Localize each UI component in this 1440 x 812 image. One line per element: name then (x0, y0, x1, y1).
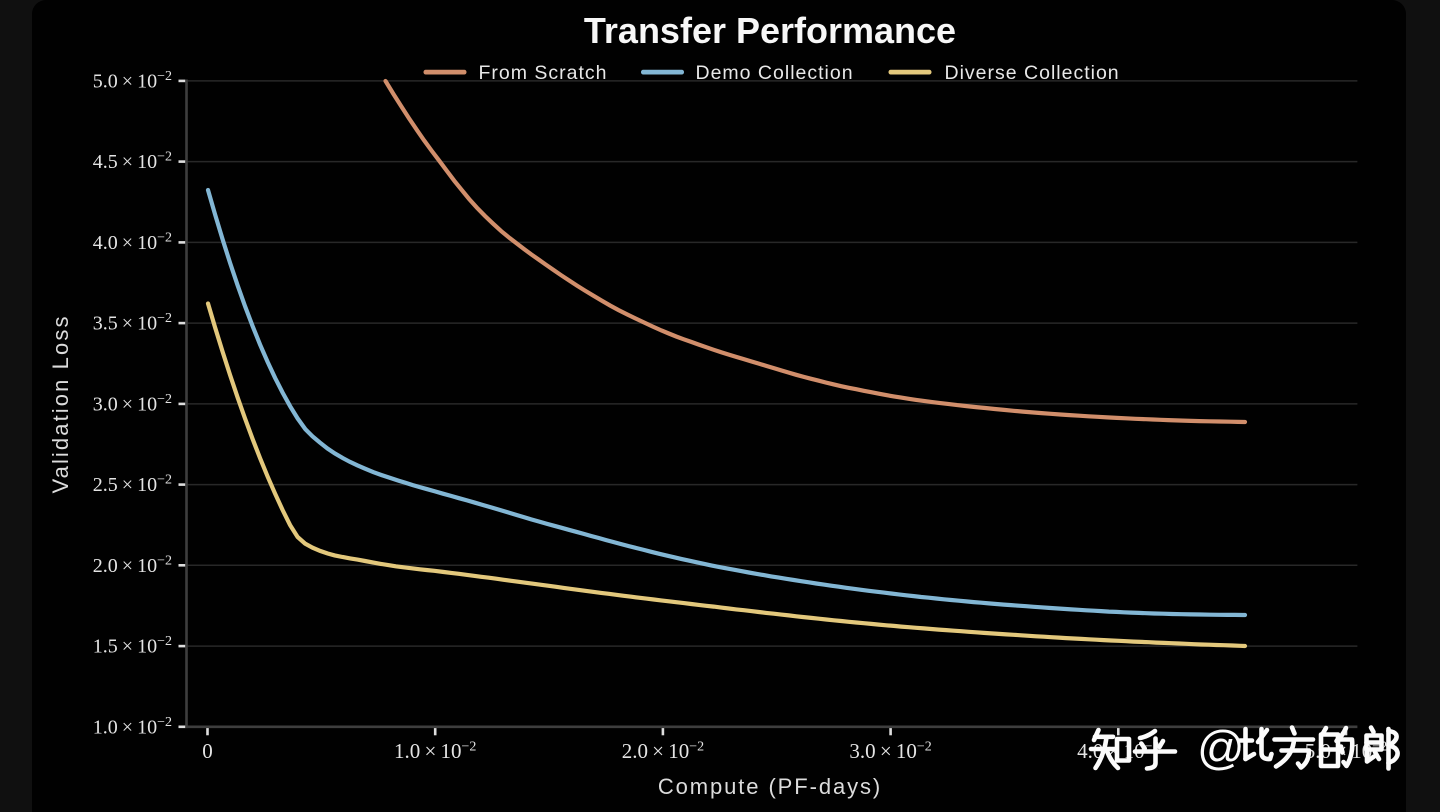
svg-text:2.0 × 10−2: 2.0 × 10−2 (622, 739, 704, 763)
svg-text:3.5 × 10−2: 3.5 × 10−2 (93, 311, 172, 335)
svg-text:From Scratch: From Scratch (479, 62, 608, 84)
svg-text:Validation Loss: Validation Loss (48, 314, 73, 493)
svg-text:Compute (PF-days): Compute (PF-days) (658, 774, 882, 799)
svg-text:@: @ (1197, 721, 1245, 774)
svg-text:Demo Collection: Demo Collection (696, 62, 854, 84)
svg-text:Transfer Performance: Transfer Performance (584, 10, 956, 51)
svg-text:2.0 × 10−2: 2.0 × 10−2 (93, 553, 172, 577)
svg-text:2.5 × 10−2: 2.5 × 10−2 (93, 473, 172, 497)
svg-text:1.0 × 10−2: 1.0 × 10−2 (93, 715, 172, 739)
svg-text:4.5 × 10−2: 4.5 × 10−2 (93, 150, 172, 174)
svg-text:1.5 × 10−2: 1.5 × 10−2 (93, 634, 172, 658)
svg-text:1.0 × 10−2: 1.0 × 10−2 (394, 739, 476, 763)
svg-text:5.0 × 10−2: 5.0 × 10−2 (93, 69, 172, 93)
svg-text:3.0 × 10−2: 3.0 × 10−2 (93, 392, 172, 416)
svg-text:0: 0 (202, 739, 213, 763)
svg-text:Diverse Collection: Diverse Collection (945, 62, 1120, 84)
svg-text:4.0 × 10−2: 4.0 × 10−2 (93, 230, 172, 254)
svg-text:3.0 × 10−2: 3.0 × 10−2 (849, 739, 931, 763)
